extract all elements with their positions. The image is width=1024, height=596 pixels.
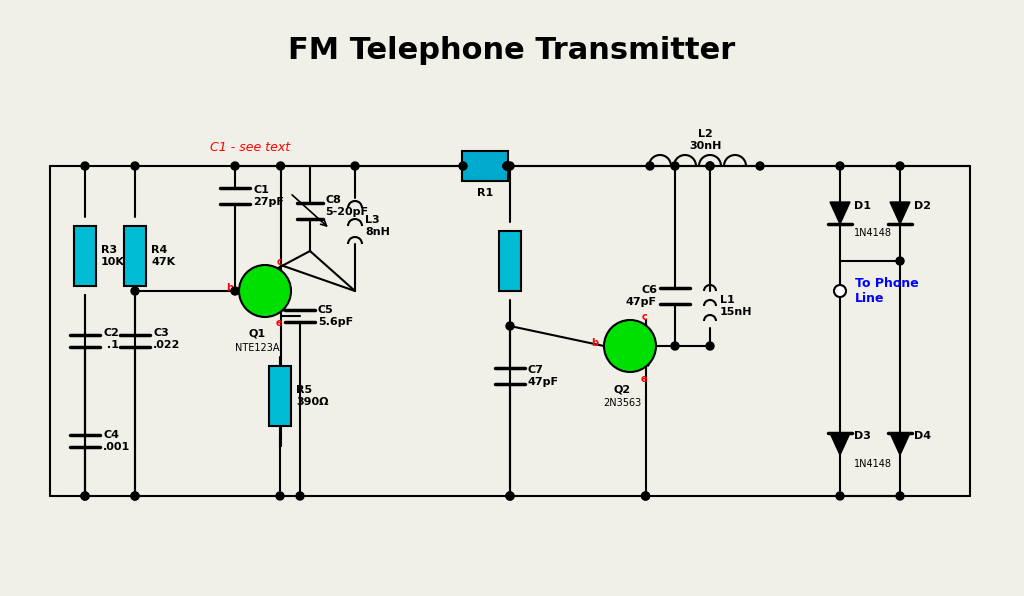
Circle shape [276,492,284,500]
Circle shape [706,162,714,170]
Text: 1N4148: 1N4148 [854,459,892,469]
Text: e: e [276,318,283,328]
Polygon shape [830,202,850,224]
Polygon shape [890,202,910,224]
Text: D3: D3 [854,431,870,441]
Circle shape [506,162,514,170]
Circle shape [896,257,904,265]
Circle shape [646,162,654,170]
Text: D4: D4 [914,431,931,441]
Circle shape [503,162,511,170]
Bar [74,226,96,286]
Text: C3
.022: C3 .022 [153,328,180,350]
Text: 1N4148: 1N4148 [854,228,892,238]
Text: NTE123A: NTE123A [234,343,280,353]
Circle shape [131,287,139,295]
Circle shape [896,162,904,170]
Circle shape [642,492,649,500]
Circle shape [836,162,844,170]
Text: 2N3563: 2N3563 [603,398,641,408]
Circle shape [81,492,89,500]
Circle shape [756,162,764,170]
Circle shape [706,342,714,350]
Text: R1: R1 [477,188,494,198]
Text: R4
47K: R4 47K [151,245,175,267]
Text: 100Ω: 100Ω [469,159,501,169]
Circle shape [503,162,511,170]
Bar [124,226,146,286]
Circle shape [671,342,679,350]
Bar [499,231,521,291]
Circle shape [604,320,656,372]
Text: R5
390Ω: R5 390Ω [296,385,329,407]
Text: Q2: Q2 [613,384,631,394]
Text: L1
15nH: L1 15nH [720,295,753,317]
Text: C6
47pF: C6 47pF [626,285,657,307]
Polygon shape [830,433,850,455]
Text: C8
5-20pF: C8 5-20pF [325,195,368,217]
Text: C1 - see text: C1 - see text [210,141,290,154]
Circle shape [351,162,359,170]
Circle shape [896,492,904,500]
Circle shape [131,162,139,170]
Text: C2
 .1: C2 .1 [103,328,119,350]
Text: e: e [641,374,647,383]
Circle shape [459,162,467,170]
Circle shape [231,287,239,295]
Text: c: c [276,256,283,266]
Circle shape [231,162,239,170]
Circle shape [836,492,844,500]
Text: D2: D2 [914,201,931,211]
Text: L3
8nH: L3 8nH [365,215,390,237]
Text: To Phone
Line: To Phone Line [855,277,919,305]
Text: C5
5.6pF: C5 5.6pF [318,305,353,327]
Text: b: b [591,338,598,348]
Circle shape [506,322,514,330]
Text: C7
47pF: C7 47pF [528,365,559,387]
Text: D1: D1 [854,201,871,211]
Circle shape [276,162,285,170]
Text: c: c [641,312,647,321]
Circle shape [81,162,89,170]
Bar [269,366,291,426]
Circle shape [131,492,139,500]
Text: b: b [226,283,233,293]
Circle shape [706,162,714,170]
Polygon shape [890,433,910,455]
Circle shape [506,492,514,500]
Text: L2
30nH: L2 30nH [689,129,721,151]
FancyBboxPatch shape [462,151,508,181]
Text: R3
10K: R3 10K [101,245,125,267]
Circle shape [642,492,649,500]
Text: Q1: Q1 [249,329,266,339]
Circle shape [296,492,304,500]
Text: C4
.001: C4 .001 [103,430,130,452]
Text: FM Telephone Transmitter: FM Telephone Transmitter [289,36,735,65]
Circle shape [671,162,679,170]
Text: C1
27pF: C1 27pF [253,185,284,207]
Circle shape [506,492,514,500]
Circle shape [834,285,846,297]
Circle shape [131,492,139,500]
Circle shape [81,492,89,500]
Circle shape [239,265,291,317]
